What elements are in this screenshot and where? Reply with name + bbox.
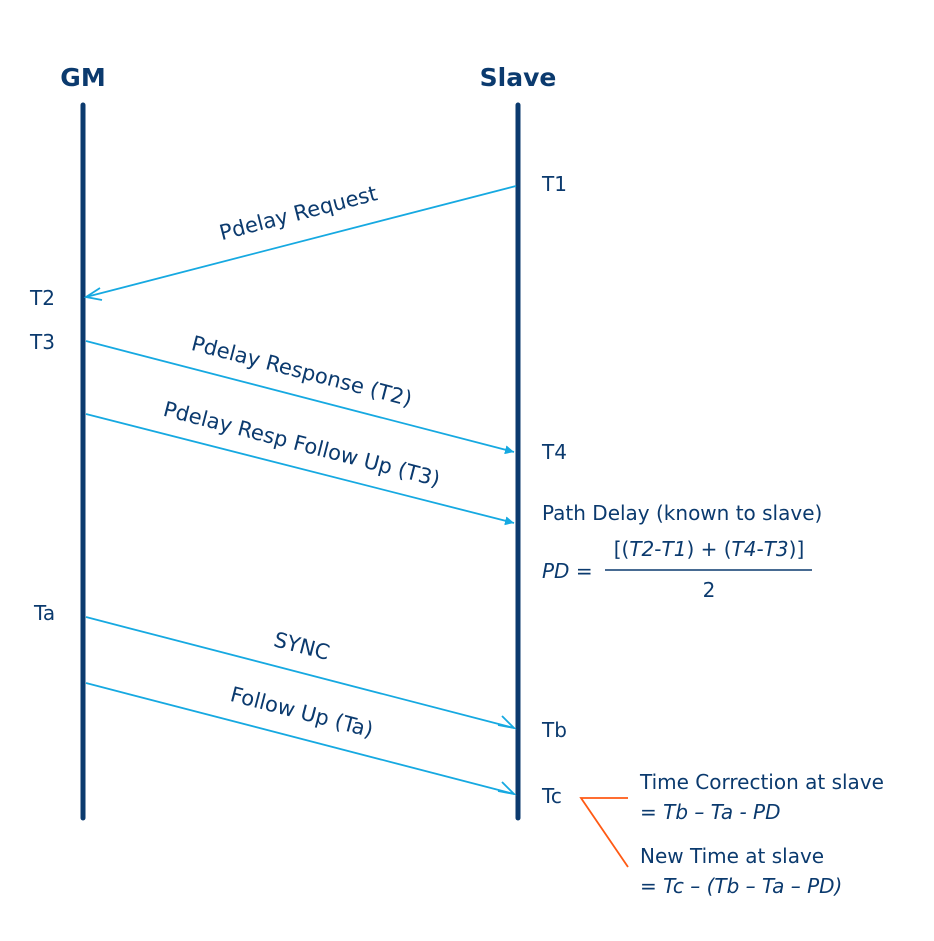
num-close: )]	[789, 537, 805, 561]
num-t2: T2	[629, 537, 654, 561]
timestamp-t4: T4	[541, 440, 567, 464]
follow-up-message: Follow Up (Ta)	[85, 682, 517, 796]
num-t3: T3	[764, 537, 789, 561]
path-delay-numerator: [(T2-T1) + (T4-T3)]	[614, 537, 805, 561]
path-delay-block: Path Delay (known to slave) PD = [(T2-T1…	[542, 501, 822, 602]
follow-up-arrow	[85, 682, 515, 795]
num-mid: ) + (	[686, 537, 731, 561]
pd-equals: =	[569, 559, 592, 583]
timestamp-tc: Tc	[541, 784, 562, 808]
new-time-note: New Time at slave = Tc – (Tb – Ta – PD)	[640, 844, 842, 898]
pdelay-response-label: Pdelay Response (T2)	[189, 331, 415, 411]
timestamp-t1: T1	[541, 172, 567, 196]
pdelay-request-arrow	[85, 185, 517, 298]
time-correction-title: Time Correction at slave	[639, 770, 884, 794]
sync-arrow	[85, 616, 515, 729]
timestamp-ta: Ta	[33, 601, 55, 625]
new-time-title: New Time at slave	[640, 844, 824, 868]
path-delay-heading: Path Delay (known to slave)	[542, 501, 822, 525]
num-op2: -	[756, 537, 763, 561]
num-t4: T4	[732, 537, 757, 561]
pdelay-request-label: Pdelay Request	[217, 181, 380, 245]
pdelay-resp-follow-up-message: Pdelay Resp Follow Up (T3)	[85, 397, 515, 526]
timestamp-t3: T3	[29, 330, 55, 354]
slave-title: Slave	[480, 63, 557, 92]
pdelay-resp-follow-up-arrow	[85, 413, 515, 526]
time-correction-note: Time Correction at slave = Tb – Ta - PD	[639, 770, 884, 824]
pdelay-request-message: Pdelay Request	[83, 181, 517, 301]
tc-bracket	[579, 797, 629, 868]
follow-up-arrowhead	[497, 781, 517, 796]
time-correction-formula: = Tb – Ta - PD	[640, 800, 781, 824]
num-open: [(	[614, 537, 630, 561]
gm-title: GM	[60, 63, 105, 92]
num-t1: T1	[662, 537, 687, 561]
path-delay-denominator: 2	[703, 578, 716, 602]
pdelay-request-arrowhead	[83, 287, 103, 301]
sync-arrowhead	[497, 715, 517, 730]
pdelay-response-arrow	[85, 340, 515, 455]
timestamp-t2: T2	[29, 286, 55, 310]
num-op1: -	[654, 537, 661, 561]
timestamp-tb: Tb	[541, 718, 567, 742]
pd-symbol: PD	[542, 559, 569, 583]
sync-label: SYNC	[271, 628, 332, 665]
path-delay-lhs: PD =	[542, 559, 593, 583]
follow-up-label: Follow Up (Ta)	[228, 682, 376, 742]
new-time-formula: = Tc – (Tb – Ta – PD)	[640, 874, 842, 898]
